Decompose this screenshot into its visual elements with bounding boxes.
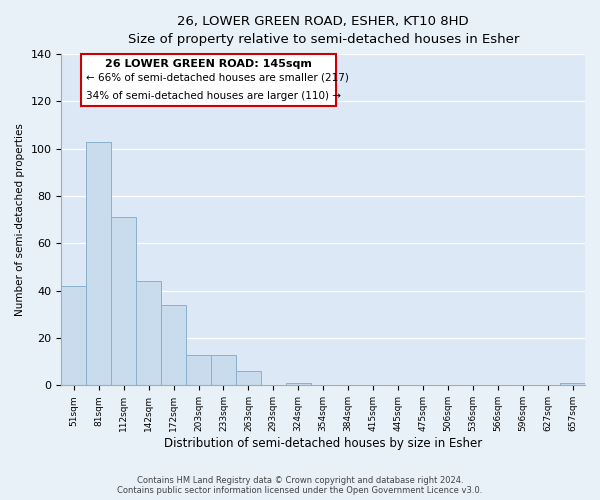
Y-axis label: Number of semi-detached properties: Number of semi-detached properties [15,124,25,316]
Bar [286,383,311,386]
Bar [236,371,261,386]
Bar [560,383,585,386]
Bar [161,305,186,386]
Bar [61,286,86,386]
Bar [86,142,111,386]
Text: 34% of semi-detached houses are larger (110) →: 34% of semi-detached houses are larger (… [86,91,341,101]
Text: 26 LOWER GREEN ROAD: 145sqm: 26 LOWER GREEN ROAD: 145sqm [105,59,312,69]
Bar [82,54,335,106]
Bar [136,281,161,386]
Text: Contains HM Land Registry data © Crown copyright and database right 2024.
Contai: Contains HM Land Registry data © Crown c… [118,476,482,495]
Bar [211,354,236,386]
Bar [186,354,211,386]
Bar [111,218,136,386]
X-axis label: Distribution of semi-detached houses by size in Esher: Distribution of semi-detached houses by … [164,437,482,450]
Text: ← 66% of semi-detached houses are smaller (217): ← 66% of semi-detached houses are smalle… [86,72,349,83]
Title: 26, LOWER GREEN ROAD, ESHER, KT10 8HD
Size of property relative to semi-detached: 26, LOWER GREEN ROAD, ESHER, KT10 8HD Si… [128,15,519,46]
